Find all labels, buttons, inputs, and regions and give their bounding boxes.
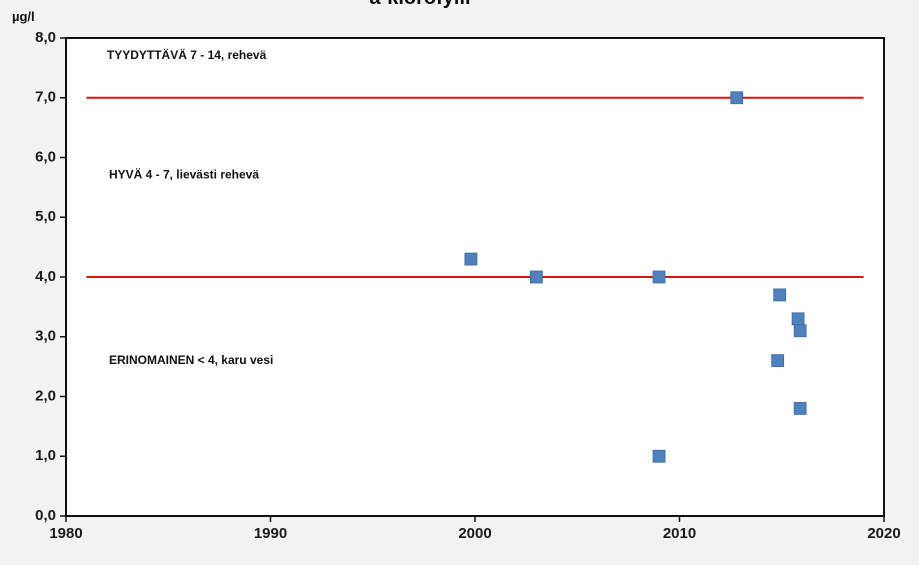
- y-tick-label: 7,0: [35, 89, 56, 106]
- data-point: [652, 270, 666, 284]
- y-axis-unit-label: µg/l: [12, 9, 35, 24]
- x-tick-label: 2000: [458, 525, 491, 542]
- data-points: [464, 91, 807, 463]
- x-tick-label: 1980: [49, 525, 82, 542]
- data-point: [730, 91, 744, 105]
- data-point: [791, 312, 805, 326]
- band-label-0: TYYDYTTÄVÄ 7 - 14, rehevä: [107, 47, 267, 62]
- data-point: [793, 402, 807, 415]
- y-tick-label: 6,0: [35, 148, 56, 165]
- y-tick-label: 2,0: [35, 387, 56, 404]
- data-point: [464, 252, 478, 266]
- data-point: [771, 354, 785, 368]
- y-tick-label: 4,0: [35, 268, 56, 285]
- y-tick-label: 5,0: [35, 208, 56, 225]
- band-label-2: ERINOMAINEN < 4, karu vesi: [109, 353, 273, 367]
- band-annotations: TYYDYTTÄVÄ 7 - 14, rehevä HYVÄ 4 - 7, lie…: [107, 47, 273, 367]
- data-point: [773, 288, 787, 302]
- y-tick-label: 8,0: [35, 29, 56, 46]
- y-tick-label: 3,0: [35, 328, 56, 345]
- x-tick-label: 2020: [867, 525, 900, 542]
- data-point: [529, 270, 543, 284]
- x-tick-label: 2010: [663, 525, 696, 542]
- data-point: [652, 449, 666, 463]
- x-tick-label: 1990: [254, 525, 287, 542]
- chart-title: a-klorofylli: [369, 0, 470, 9]
- y-axis: 0,0 1,0 2,0 3,0 4,0 5,0 6,0 7,0 8,0: [35, 29, 66, 524]
- y-tick-label: 1,0: [35, 447, 56, 464]
- y-tick-label: 0,0: [35, 507, 56, 524]
- x-axis: 1980 1990 2000 2010 2020: [49, 516, 901, 542]
- band-label-1: HYVÄ 4 - 7, lievästi rehevä: [109, 167, 259, 182]
- data-point: [793, 324, 807, 338]
